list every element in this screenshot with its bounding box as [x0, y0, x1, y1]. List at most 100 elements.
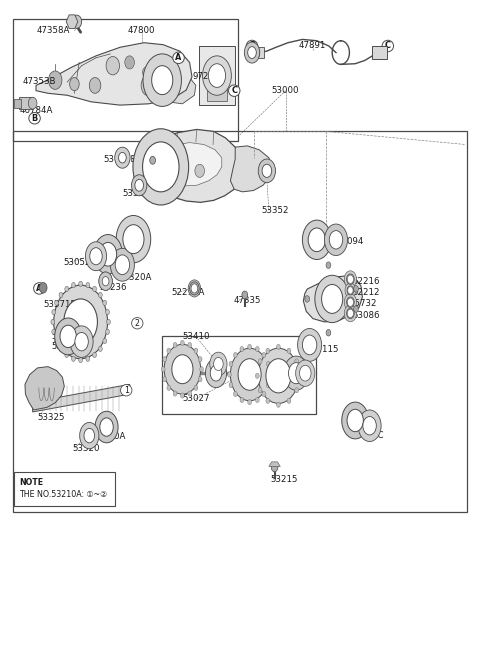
Circle shape: [266, 361, 270, 367]
Circle shape: [100, 418, 113, 436]
Circle shape: [93, 286, 96, 292]
Circle shape: [214, 357, 223, 371]
Circle shape: [167, 385, 171, 390]
Circle shape: [86, 283, 90, 288]
Polygon shape: [36, 43, 192, 105]
Circle shape: [95, 411, 118, 443]
Text: 97239: 97239: [193, 72, 220, 81]
Text: B: B: [32, 114, 37, 123]
Circle shape: [266, 348, 270, 353]
Circle shape: [163, 357, 167, 362]
Circle shape: [98, 292, 102, 298]
Circle shape: [89, 78, 101, 93]
Circle shape: [79, 281, 83, 286]
Circle shape: [152, 66, 173, 95]
Circle shape: [347, 286, 354, 295]
Circle shape: [347, 409, 363, 432]
Text: 53236: 53236: [100, 283, 127, 292]
Circle shape: [363, 417, 376, 435]
Circle shape: [52, 309, 56, 315]
Circle shape: [167, 348, 171, 353]
Circle shape: [55, 300, 59, 306]
Circle shape: [60, 325, 76, 348]
Circle shape: [72, 356, 75, 361]
Circle shape: [326, 262, 331, 269]
Circle shape: [326, 329, 331, 336]
Text: 53064: 53064: [52, 332, 79, 341]
Text: 53113: 53113: [149, 155, 176, 164]
Circle shape: [65, 352, 69, 357]
Text: 53027: 53027: [182, 394, 210, 403]
Circle shape: [72, 283, 75, 288]
Circle shape: [322, 284, 343, 313]
Circle shape: [300, 365, 311, 381]
Circle shape: [248, 344, 252, 350]
Circle shape: [143, 67, 150, 78]
Circle shape: [180, 340, 184, 346]
Circle shape: [188, 391, 192, 396]
Text: A: A: [175, 53, 182, 62]
Text: A: A: [36, 284, 43, 293]
Circle shape: [258, 159, 276, 183]
Bar: [14, 472, 115, 506]
Text: 52212: 52212: [352, 288, 380, 297]
Circle shape: [54, 285, 108, 359]
Text: 53352: 53352: [122, 189, 150, 198]
Circle shape: [347, 308, 354, 319]
Text: 53215: 53215: [270, 475, 298, 484]
Circle shape: [203, 56, 231, 95]
Polygon shape: [25, 367, 64, 410]
Text: 53610C: 53610C: [350, 431, 384, 440]
Circle shape: [115, 255, 130, 275]
Circle shape: [354, 286, 359, 292]
Bar: [19, 97, 33, 109]
Text: THE NO.53210A: ①~②: THE NO.53210A: ①~②: [19, 490, 108, 499]
Circle shape: [173, 391, 177, 396]
Circle shape: [342, 402, 369, 439]
Circle shape: [262, 164, 272, 177]
Circle shape: [230, 348, 269, 401]
Circle shape: [135, 179, 144, 191]
Circle shape: [315, 275, 349, 323]
Circle shape: [195, 164, 204, 177]
Circle shape: [302, 220, 331, 260]
Text: 53325: 53325: [37, 413, 65, 422]
Polygon shape: [168, 74, 196, 104]
Circle shape: [229, 382, 233, 388]
Circle shape: [72, 15, 82, 28]
Circle shape: [238, 359, 261, 390]
Text: 53053: 53053: [105, 250, 132, 260]
Circle shape: [106, 329, 109, 334]
Circle shape: [164, 344, 201, 394]
Circle shape: [298, 373, 301, 378]
Text: 53352: 53352: [262, 206, 289, 215]
Circle shape: [191, 284, 198, 293]
Text: 47800: 47800: [128, 26, 156, 35]
Circle shape: [258, 359, 262, 364]
Circle shape: [103, 338, 107, 344]
Text: 52216: 52216: [352, 277, 380, 286]
Circle shape: [190, 282, 199, 295]
Circle shape: [258, 348, 299, 403]
Circle shape: [141, 75, 156, 96]
Circle shape: [212, 69, 222, 82]
Circle shape: [102, 277, 109, 286]
Circle shape: [39, 283, 47, 293]
Text: 52115: 52115: [311, 345, 338, 354]
Circle shape: [287, 398, 291, 403]
Text: 53371B: 53371B: [43, 300, 77, 309]
Circle shape: [133, 129, 189, 205]
Circle shape: [266, 398, 270, 403]
Circle shape: [284, 356, 309, 390]
Polygon shape: [303, 276, 362, 322]
Circle shape: [86, 356, 90, 361]
Circle shape: [99, 272, 112, 290]
Circle shape: [161, 367, 165, 372]
Circle shape: [123, 225, 144, 254]
Text: 53320: 53320: [72, 443, 99, 453]
Circle shape: [59, 346, 63, 351]
Circle shape: [132, 175, 147, 196]
Circle shape: [240, 346, 244, 351]
Circle shape: [210, 365, 222, 381]
Text: B: B: [249, 41, 255, 51]
